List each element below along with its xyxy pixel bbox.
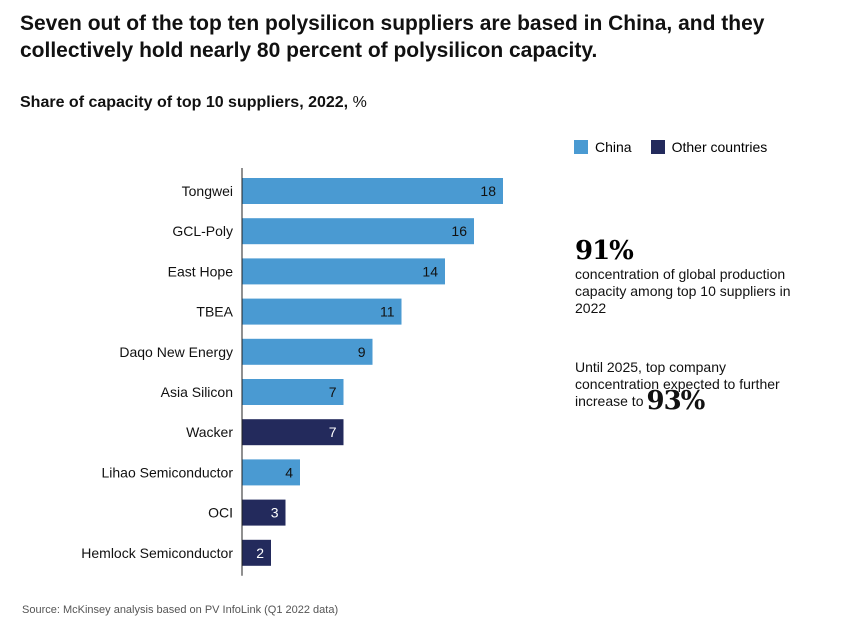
- category-label-tongwei: Tongwei: [182, 183, 233, 199]
- bar-lihao-semiconductor: [242, 459, 300, 486]
- value-label-tbea: 11: [380, 304, 395, 320]
- bar-east-hope: [242, 258, 445, 285]
- bar-oci: [242, 499, 286, 526]
- chart-headline: Seven out of the top ten polysilicon sup…: [20, 12, 765, 62]
- bar-tbea: [242, 298, 402, 325]
- value-label-daqo-new-energy: 9: [358, 344, 366, 360]
- category-label-asia-silicon: Asia Silicon: [161, 384, 233, 400]
- value-label-east-hope: 14: [422, 263, 438, 279]
- bar-gcl-poly: [242, 218, 474, 245]
- callout-concentration: 91% concentration of global production c…: [575, 236, 795, 317]
- category-label-east-hope: East Hope: [168, 263, 234, 279]
- legend: China Other countries: [574, 139, 786, 155]
- category-label-daqo-new-energy: Daqo New Energy: [119, 344, 233, 360]
- subtitle-main: Share of capacity of top 10 suppliers, 2…: [20, 94, 349, 111]
- legend-item-china: China: [574, 139, 632, 155]
- legend-item-other-countries: Other countries: [650, 139, 768, 155]
- callout-concentration-text: concentration of global production capac…: [575, 266, 791, 316]
- bar-hemlock-semiconductor: [242, 539, 271, 566]
- bar-daqo-new-energy: [242, 338, 373, 365]
- category-label-gcl-poly: GCL-Poly: [172, 223, 233, 239]
- category-label-lihao-semiconductor: Lihao Semiconductor: [101, 464, 233, 480]
- value-label-oci: 3: [271, 505, 279, 521]
- chart-subtitle: Share of capacity of top 10 suppliers, 2…: [20, 94, 367, 112]
- legend-swatch-china: [574, 140, 588, 154]
- bar-asia-silicon: [242, 379, 344, 405]
- category-label-tbea: TBEA: [196, 304, 233, 320]
- legend-label-other-countries: Other countries: [671, 139, 768, 155]
- stat-93-percent: 93%: [646, 386, 705, 416]
- callout-forecast: Until 2025, top company concentration ex…: [575, 359, 805, 414]
- legend-label-china: China: [595, 139, 632, 155]
- value-label-wacker: 7: [329, 424, 337, 440]
- value-label-lihao-semiconductor: 4: [285, 464, 293, 480]
- source-note: Source: McKinsey analysis based on PV In…: [22, 604, 339, 616]
- category-label-oci: OCI: [208, 505, 233, 521]
- value-label-hemlock-semiconductor: 2: [256, 545, 264, 561]
- subtitle-unit: %: [352, 94, 367, 111]
- callout-forecast-text: Until 2025, top company concentration ex…: [575, 359, 780, 409]
- category-label-hemlock-semiconductor: Hemlock Semiconductor: [81, 545, 233, 561]
- bar-tongwei: [242, 178, 503, 204]
- value-label-tongwei: 18: [480, 183, 496, 199]
- category-label-wacker: Wacker: [186, 424, 233, 440]
- value-label-asia-silicon: 7: [329, 384, 337, 400]
- stat-91-percent: 91%: [575, 236, 634, 266]
- bar-wacker: [242, 419, 344, 446]
- value-label-gcl-poly: 16: [451, 223, 467, 239]
- legend-swatch-other-countries: [650, 140, 665, 154]
